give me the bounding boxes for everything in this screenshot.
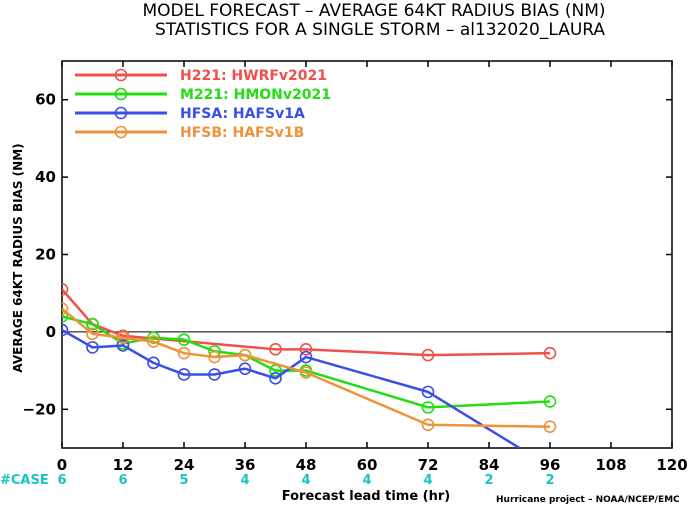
legend-label: HFSB: HAFSv1B <box>180 125 304 141</box>
x-tick-label: 72 <box>418 456 439 474</box>
series-point <box>208 368 221 381</box>
series-point <box>62 302 69 315</box>
y-tick-label: 40 <box>35 168 56 186</box>
x-axis-label: Forecast lead time (hr) <box>282 489 450 504</box>
series-point <box>543 420 557 434</box>
series-point <box>543 395 557 408</box>
case-count: 5 <box>179 473 188 488</box>
credit-text: Hurricane project – NOAA/NCEP/EMC <box>496 495 680 505</box>
series-point <box>86 327 99 341</box>
series-3 <box>62 323 521 448</box>
legend: H221: HWRFv2021 M221: HMONv2021 HFSA: HAFS… <box>75 68 331 141</box>
chart-title-line1: MODEL FORECAST – AVERAGE 64KT RADIUS BIA… <box>142 1 605 21</box>
series-point <box>116 339 130 352</box>
case-label: #CASE <box>0 473 49 488</box>
case-count: 4 <box>301 473 310 488</box>
y-axis-label: AVERAGE 64KT RADIUS BIAS (NM) <box>11 143 25 372</box>
series-point <box>299 366 313 379</box>
series-point <box>177 346 191 360</box>
x-tick-label: 60 <box>357 456 378 474</box>
legend-marker <box>114 106 128 120</box>
series-point <box>147 356 160 370</box>
series-point <box>62 310 69 323</box>
series-line <box>62 288 551 357</box>
case-count: 4 <box>362 473 371 488</box>
y-tick-label: 20 <box>35 246 56 264</box>
series-point <box>299 350 313 364</box>
series-point <box>238 362 252 375</box>
x-tick-label: 48 <box>296 456 317 474</box>
series-point <box>269 372 282 385</box>
legend-label: H221: HWRFv2021 <box>180 68 327 84</box>
legend-marker <box>114 87 128 101</box>
series-point <box>116 331 130 345</box>
x-tick-label: 0 <box>57 456 67 474</box>
plot-area: −20 0 20 40 60 0 12 24 36 48 60 72 84 96 108 120 H221: H… <box>23 60 688 474</box>
case-count: 6 <box>57 473 66 488</box>
series-line <box>62 328 521 448</box>
series-point <box>238 348 252 362</box>
series-point <box>208 350 221 364</box>
x-tick-label: 36 <box>235 456 256 474</box>
series-point <box>421 385 435 399</box>
case-count: 2 <box>545 473 554 488</box>
series-point <box>421 348 435 362</box>
case-count: 2 <box>484 473 493 488</box>
legend-marker <box>114 68 128 82</box>
legend-marker <box>114 125 128 139</box>
x-tick-label: 12 <box>113 456 134 474</box>
series-point <box>86 341 99 354</box>
x-tick-label: 96 <box>540 456 561 474</box>
series-point <box>62 323 69 337</box>
legend-label: M221: HMONv2021 <box>180 87 331 103</box>
y-tick-label: 60 <box>35 91 56 109</box>
legend-label: HFSA: HAFSv1A <box>180 106 305 122</box>
case-count: 4 <box>423 473 432 488</box>
series-point <box>177 333 191 346</box>
series-point <box>269 343 282 356</box>
x-tick-label: 84 <box>479 456 500 474</box>
case-count: 4 <box>240 473 249 488</box>
series-line <box>62 307 551 428</box>
series-point <box>421 418 435 432</box>
x-tick-label: 24 <box>174 456 195 474</box>
series-point <box>147 335 160 348</box>
x-tick-label: 108 <box>595 456 626 474</box>
series-point <box>421 401 435 414</box>
case-count: 6 <box>118 473 127 488</box>
series-point <box>147 331 160 345</box>
series-point <box>62 283 69 296</box>
series-point <box>86 317 99 331</box>
x-tick-label: 120 <box>656 456 687 474</box>
chart-title-line2: STATISTICS FOR A SINGLE STORM – al132020… <box>155 20 605 40</box>
y-tick-label: 0 <box>46 323 56 341</box>
series-point <box>299 343 313 356</box>
series-point <box>543 346 557 360</box>
series-point <box>177 368 191 381</box>
y-tick-label: −20 <box>23 400 56 418</box>
series-4 <box>62 302 557 434</box>
